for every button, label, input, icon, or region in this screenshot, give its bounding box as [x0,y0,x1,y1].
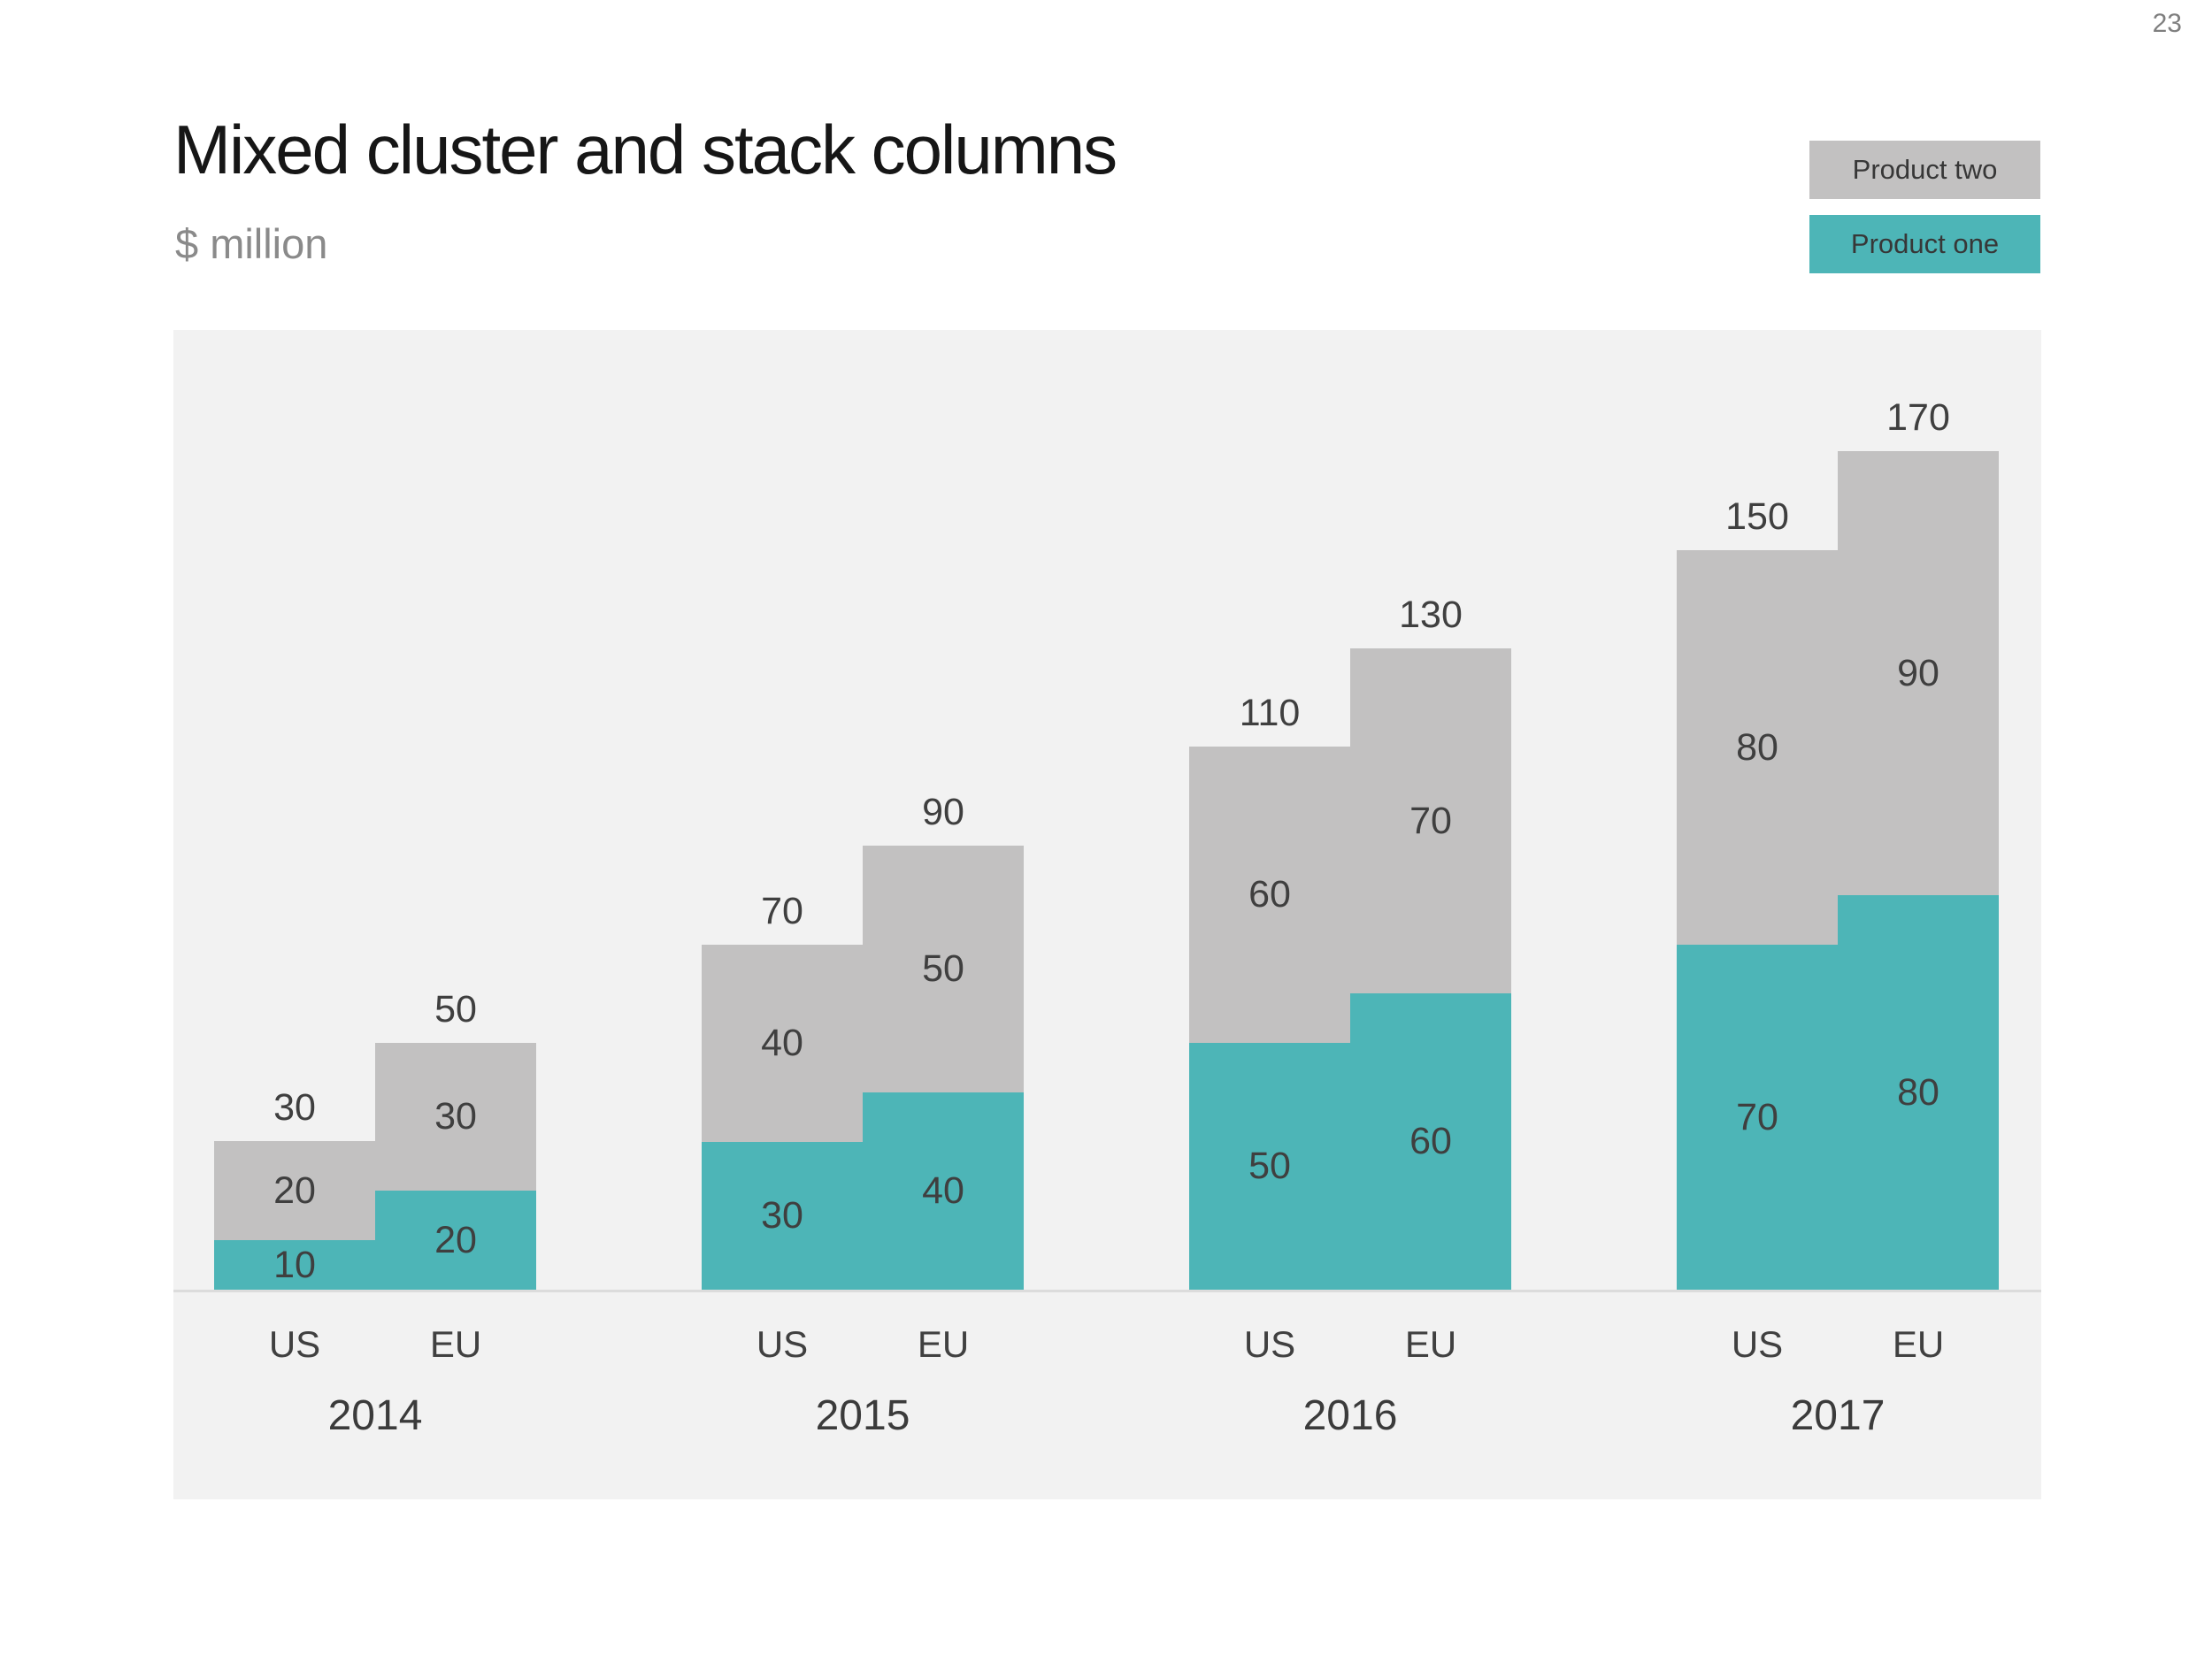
total-value-label-2015-us: 70 [761,890,803,932]
chart-plot: 10 20 30 US 20 30 50 EU 2014 30 40 70 US 40 50 90 EU 2015… [173,330,2041,1499]
region-label-2015-eu: EU [917,1323,970,1365]
baseline-axis-line [173,1290,2041,1292]
segment-value-label: 20 [434,1218,477,1261]
segment-value-label: 40 [761,1022,803,1064]
bar-segment-product-two-2014-us: 20 [214,1141,375,1240]
segment-value-label: 30 [761,1194,803,1237]
segment-value-label: 60 [1409,1120,1452,1162]
page-number: 23 [2152,9,2182,38]
segment-value-label: 90 [1897,651,1939,694]
segment-value-label: 10 [273,1243,316,1286]
segment-value-label: 70 [1409,799,1452,842]
legend-item-product-one: Product one [1809,215,2040,273]
legend-label-product-one: Product one [1850,228,2000,259]
region-label-2017-us: US [1731,1323,1784,1365]
bar-segment-product-one-2017-us: 70 [1677,945,1838,1290]
segment-value-label: 50 [1248,1145,1291,1187]
bar-segment-product-two-2016-us: 60 [1189,747,1350,1043]
year-label-2014: 2014 [327,1392,423,1439]
legend-item-product-two: Product two [1809,141,2040,199]
region-label-2014-eu: EU [429,1323,482,1365]
bar-segment-product-one-2017-eu: 80 [1838,895,1999,1290]
bar-segment-product-one-2015-us: 30 [702,1142,863,1290]
bar-segment-product-two-2016-eu: 70 [1350,648,1511,993]
bar-segment-product-one-2015-eu: 40 [863,1092,1024,1290]
segment-value-label: 30 [434,1095,477,1138]
region-label-2015-us: US [756,1323,809,1365]
total-value-label-2016-us: 110 [1239,692,1301,734]
bar-segment-product-one-2016-eu: 60 [1350,993,1511,1290]
region-label-2014-us: US [268,1323,321,1365]
total-value-label-2017-us: 150 [1725,495,1789,538]
bar-segment-product-two-2015-us: 40 [702,945,863,1142]
total-value-label-2016-eu: 130 [1399,594,1463,636]
bar-segment-product-two-2015-eu: 50 [863,846,1024,1092]
bar-segment-product-one-2014-us: 10 [214,1240,375,1290]
total-value-label-2017-eu: 170 [1886,396,1950,439]
total-value-label-2014-us: 30 [273,1086,316,1129]
region-label-2017-eu: EU [1892,1323,1945,1365]
segment-value-label: 20 [273,1168,316,1212]
segment-value-label: 70 [1736,1095,1778,1138]
region-label-2016-eu: EU [1404,1323,1457,1365]
year-label-2015: 2015 [815,1392,910,1439]
segment-value-label: 80 [1897,1070,1939,1114]
bar-segment-product-one-2016-us: 50 [1189,1043,1350,1290]
bar-segment-product-two-2017-us: 80 [1677,550,1838,945]
legend: Product two Product one [1809,141,2040,289]
segment-value-label: 80 [1736,725,1778,769]
region-label-2016-us: US [1243,1323,1296,1365]
slide-title: Mixed cluster and stack columns [173,111,1118,188]
bar-segment-product-two-2014-eu: 30 [375,1043,536,1191]
bar-segment-product-one-2014-eu: 20 [375,1191,536,1290]
segment-value-label: 40 [922,1169,964,1212]
bar-segment-product-two-2017-eu: 90 [1838,451,1999,895]
year-label-2017: 2017 [1790,1392,1886,1439]
segment-value-label: 50 [922,947,964,990]
total-value-label-2014-eu: 50 [434,988,477,1031]
legend-label-product-two: Product two [1852,154,1998,185]
segment-value-label: 60 [1248,873,1291,916]
year-label-2016: 2016 [1302,1392,1398,1439]
slide-subtitle: $ million [175,220,328,267]
total-value-label-2015-eu: 90 [922,791,964,833]
